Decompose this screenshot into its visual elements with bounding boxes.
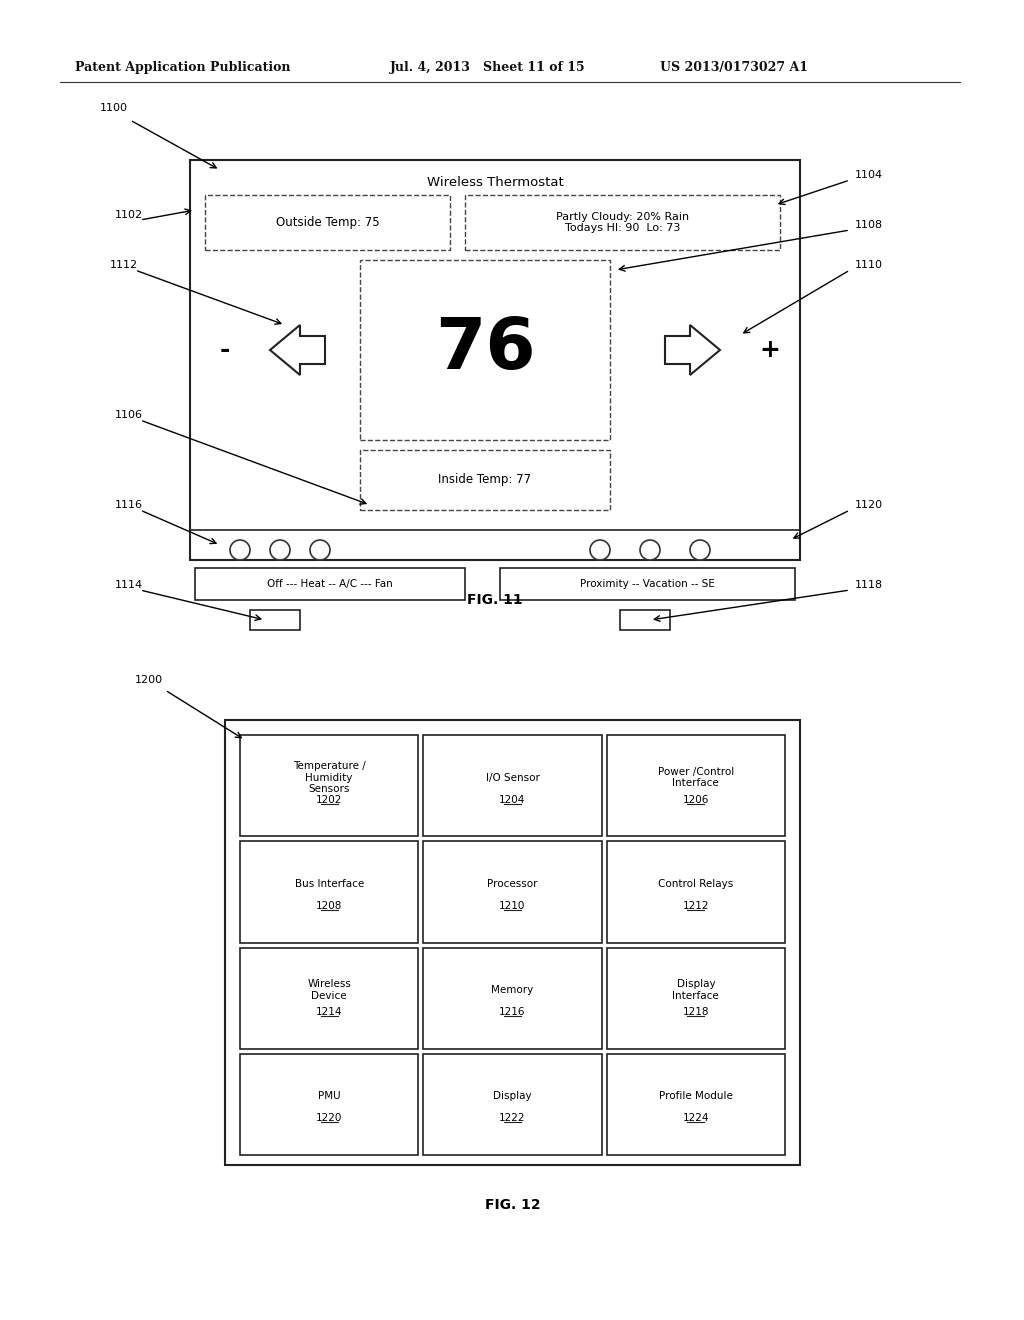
Text: Control Relays: Control Relays (658, 879, 733, 888)
Text: 1112: 1112 (110, 260, 138, 271)
Text: 1220: 1220 (316, 1113, 342, 1123)
Text: 1120: 1120 (855, 500, 883, 510)
Text: FIG. 11: FIG. 11 (467, 593, 523, 607)
Text: 1100: 1100 (100, 103, 128, 114)
Bar (500, 568, 795, 601)
Bar (225, 719, 800, 1166)
Text: Partly Cloudy: 20% Rain
Todays HI: 90  Lo: 73: Partly Cloudy: 20% Rain Todays HI: 90 Lo… (556, 211, 689, 234)
Text: Display
Interface: Display Interface (673, 979, 719, 1001)
Text: 1104: 1104 (855, 170, 883, 180)
Text: 1102: 1102 (115, 210, 143, 220)
Circle shape (690, 540, 710, 560)
Bar (620, 610, 670, 630)
Text: 1200: 1200 (135, 675, 163, 685)
Text: I/O Sensor: I/O Sensor (485, 772, 540, 783)
Text: 1108: 1108 (855, 220, 883, 230)
Text: Wireless Thermostat: Wireless Thermostat (427, 176, 563, 189)
Bar (240, 948, 419, 1049)
Text: Temperature /
Humidity
Sensors: Temperature / Humidity Sensors (293, 762, 366, 795)
Text: Outside Temp: 75: Outside Temp: 75 (275, 216, 379, 228)
Text: 1208: 1208 (316, 900, 342, 911)
Circle shape (310, 540, 330, 560)
Text: Memory: Memory (492, 985, 534, 995)
Bar (606, 1053, 785, 1155)
Bar (423, 841, 602, 942)
Text: 1110: 1110 (855, 260, 883, 271)
Bar (360, 450, 610, 510)
Text: 1224: 1224 (683, 1113, 709, 1123)
Bar (606, 948, 785, 1049)
Text: Patent Application Publication: Patent Application Publication (75, 62, 291, 74)
Bar (250, 610, 300, 630)
Bar (606, 841, 785, 942)
Text: Processor: Processor (487, 879, 538, 888)
Text: FIG. 12: FIG. 12 (484, 1199, 541, 1212)
Text: 1204: 1204 (500, 795, 525, 805)
Text: 76: 76 (434, 315, 536, 384)
Text: Jul. 4, 2013   Sheet 11 of 15: Jul. 4, 2013 Sheet 11 of 15 (390, 62, 586, 74)
Bar (360, 260, 610, 440)
Text: 1206: 1206 (683, 795, 709, 805)
FancyArrow shape (665, 325, 720, 375)
Text: Inside Temp: 77: Inside Temp: 77 (438, 474, 531, 487)
Text: 1214: 1214 (316, 1007, 342, 1018)
Bar (423, 735, 602, 837)
Text: 1222: 1222 (500, 1113, 525, 1123)
Text: -: - (220, 338, 230, 362)
Bar (205, 195, 450, 249)
Text: US 2013/0173027 A1: US 2013/0173027 A1 (660, 62, 808, 74)
Text: 1212: 1212 (683, 900, 709, 911)
Text: PMU: PMU (317, 1092, 340, 1101)
Bar (465, 195, 780, 249)
Text: 1210: 1210 (500, 900, 525, 911)
Bar (423, 948, 602, 1049)
Circle shape (640, 540, 660, 560)
Circle shape (590, 540, 610, 560)
Text: 1116: 1116 (115, 500, 143, 510)
Text: Proximity -- Vacation -- SE: Proximity -- Vacation -- SE (580, 579, 715, 589)
Text: Power /Control
Interface: Power /Control Interface (657, 767, 734, 788)
Text: Display: Display (494, 1092, 531, 1101)
Bar (240, 1053, 419, 1155)
Text: Off --- Heat -- A/C --- Fan: Off --- Heat -- A/C --- Fan (267, 579, 393, 589)
Text: 1218: 1218 (683, 1007, 709, 1018)
Bar (606, 735, 785, 837)
Text: +: + (760, 338, 780, 362)
Circle shape (270, 540, 290, 560)
Text: Wireless
Device: Wireless Device (307, 979, 351, 1001)
Circle shape (230, 540, 250, 560)
Bar (240, 735, 419, 837)
Text: 1106: 1106 (115, 411, 143, 420)
Text: 1202: 1202 (316, 795, 342, 805)
FancyArrow shape (270, 325, 325, 375)
Text: Profile Module: Profile Module (658, 1092, 733, 1101)
Text: 1118: 1118 (855, 579, 883, 590)
Text: 1216: 1216 (500, 1007, 525, 1018)
Bar (240, 841, 419, 942)
Bar (195, 568, 465, 601)
Text: 1114: 1114 (115, 579, 143, 590)
Text: Bus Interface: Bus Interface (295, 879, 364, 888)
Bar (190, 160, 800, 560)
Bar (423, 1053, 602, 1155)
